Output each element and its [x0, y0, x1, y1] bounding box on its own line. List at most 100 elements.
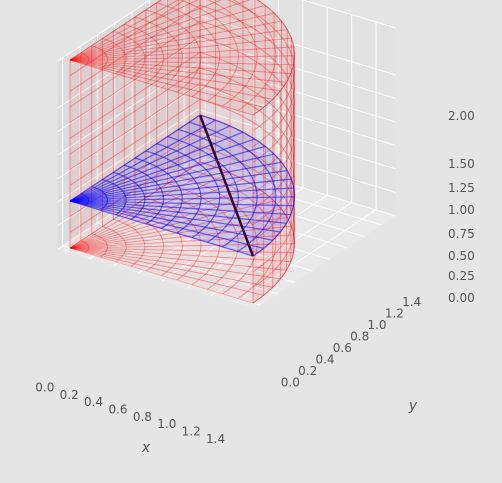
top-disk-mesh-spoke	[69, 0, 223, 61]
left-grid-z	[57, 85, 199, 180]
z-tick-label: 2.00	[448, 109, 475, 123]
bottom-disk-mesh-spoke	[69, 172, 231, 249]
bottom-disk-mesh-ring	[124, 211, 164, 272]
blue-disk-mesh-spoke	[69, 200, 294, 207]
floor-grid-y	[183, 165, 382, 226]
bottom-disk-mesh-ring	[91, 233, 108, 258]
floor-grid-x	[210, 202, 352, 296]
bottom-disk-mesh-ring	[199, 161, 296, 304]
top-disk-mesh	[69, 0, 296, 116]
top-disk-mesh-ring	[113, 30, 146, 79]
highlight-line	[198, 114, 255, 257]
floor-grid-x	[137, 180, 279, 274]
z-tick-label: 0.50	[448, 249, 475, 263]
flat-wall-horizontal	[69, 67, 201, 155]
curved-wall-horizontal	[199, 20, 296, 163]
top-disk-mesh-spoke	[69, 29, 288, 61]
blue-disk-mesh-spoke	[69, 131, 244, 202]
curved-wall-horizontal	[199, 130, 296, 273]
bottom-disk-mesh-ring	[178, 175, 258, 295]
x-tick-label: 1.4	[206, 432, 225, 446]
flat-wall-horizontal	[69, 36, 201, 124]
top-disk-mesh-ring	[252, 0, 296, 116]
top-disk-mesh-ring	[124, 23, 164, 84]
blue-disk-mesh-spoke	[69, 161, 282, 202]
back-grid-z	[197, 61, 396, 123]
curved-wall-horizontal	[199, 36, 296, 179]
blue-disk-mesh-spoke	[69, 178, 292, 202]
surface-meshes	[69, 0, 296, 304]
bottom-disk-mesh-spoke	[69, 247, 294, 254]
x-tick-label: 0.2	[60, 388, 79, 402]
top-disk-mesh-spoke	[69, 59, 291, 75]
z-tick-label: 1.50	[448, 157, 475, 171]
blue-disk-mesh-spoke	[69, 200, 264, 249]
floor-grid-x	[235, 209, 377, 304]
x-tick-label: 0.0	[35, 380, 54, 394]
bottom-disk-mesh-spoke	[69, 247, 281, 280]
curved-wall-horizontal	[199, 161, 296, 304]
floor-grid-x	[186, 194, 328, 289]
top-disk-mesh-fill	[70, 0, 295, 116]
blue-disk-mesh-spoke	[69, 200, 291, 216]
top-disk-mesh-ring	[156, 2, 221, 98]
blue-disk-mesh-spoke	[69, 125, 231, 202]
z-tick-label: 0.00	[448, 291, 475, 305]
bottom-disk-mesh-ring	[167, 183, 239, 290]
blue-disk-mesh-spoke	[69, 114, 201, 202]
bottom-disk-mesh-spoke	[69, 243, 295, 249]
blue-disk-mesh-spoke	[69, 200, 281, 233]
top-disk-mesh-ring	[145, 9, 202, 93]
back-grid-z	[301, 0, 396, 29]
top-disk-mesh-spoke	[69, 0, 199, 61]
bottom-disk-mesh-spoke	[69, 185, 255, 249]
curved-wall-horizontal	[199, 98, 296, 241]
y-tick-label: 0.0	[281, 375, 300, 389]
curved-wall-horizontal	[199, 83, 296, 226]
left-grid-z	[57, 132, 199, 227]
floor-grid-y	[114, 210, 313, 272]
y-tick-label: 0.4	[315, 352, 334, 366]
flat-wall-horizontal	[69, 0, 162, 61]
left-grid-z	[57, 61, 199, 156]
x-tick-label: 1.0	[157, 417, 176, 431]
flat-wall-horizontal	[69, 0, 186, 77]
y-tick-label: 1.4	[402, 295, 421, 309]
flat-wall-horizontal	[69, 20, 201, 108]
top-disk-mesh-spoke	[69, 59, 281, 92]
x-tick-label: 0.4	[84, 395, 103, 409]
x-tick-label: 0.8	[133, 410, 152, 424]
top-disk-mesh-ring	[207, 0, 258, 107]
y-tick-label: 0.8	[350, 329, 369, 343]
tick-labels: 0.00.20.40.60.81.01.21.40.00.20.40.60.81…	[35, 109, 474, 446]
blue-disk-mesh-spoke	[69, 119, 216, 202]
back-grid-z	[197, 132, 396, 193]
curved-wall-horizontal	[199, 67, 296, 210]
z-tick-label: 1.25	[448, 181, 475, 195]
z-tick-label: 1.00	[448, 203, 475, 217]
y-tick-label: 0.2	[298, 364, 317, 378]
top-disk-mesh-spoke	[69, 20, 282, 61]
back-grid-z	[197, 14, 396, 76]
bottom-disk-mesh-ring	[113, 218, 146, 267]
top-disk-mesh-spoke	[69, 0, 162, 61]
blue-disk-mesh-spoke	[69, 196, 295, 202]
y-tick-label: 0.6	[333, 341, 352, 355]
top-disk-mesh-spoke	[69, 59, 264, 108]
blue-disk-mesh-spoke	[69, 200, 273, 241]
top-disk-mesh-spoke	[69, 46, 294, 61]
top-disk-mesh-ring	[91, 45, 108, 70]
bottom-disk-mesh-spoke	[69, 217, 288, 249]
top-disk-mesh-spoke	[69, 59, 287, 83]
blue-disk-mesh-spoke	[69, 138, 255, 202]
bottom-disk-mesh-ring	[156, 190, 221, 286]
blue-disk-mesh-spoke	[69, 200, 254, 257]
floor-grid-y	[62, 245, 261, 306]
top-disk-mesh-ring	[134, 16, 183, 88]
back-grid-z	[197, 155, 396, 217]
curved-wall-horizontal	[199, 51, 296, 194]
top-disk-mesh-spoke	[69, 0, 180, 61]
flat-wall-horizontal	[69, 98, 201, 186]
floor-grid-x	[162, 187, 304, 282]
top-disk-mesh-ring	[232, 0, 277, 111]
